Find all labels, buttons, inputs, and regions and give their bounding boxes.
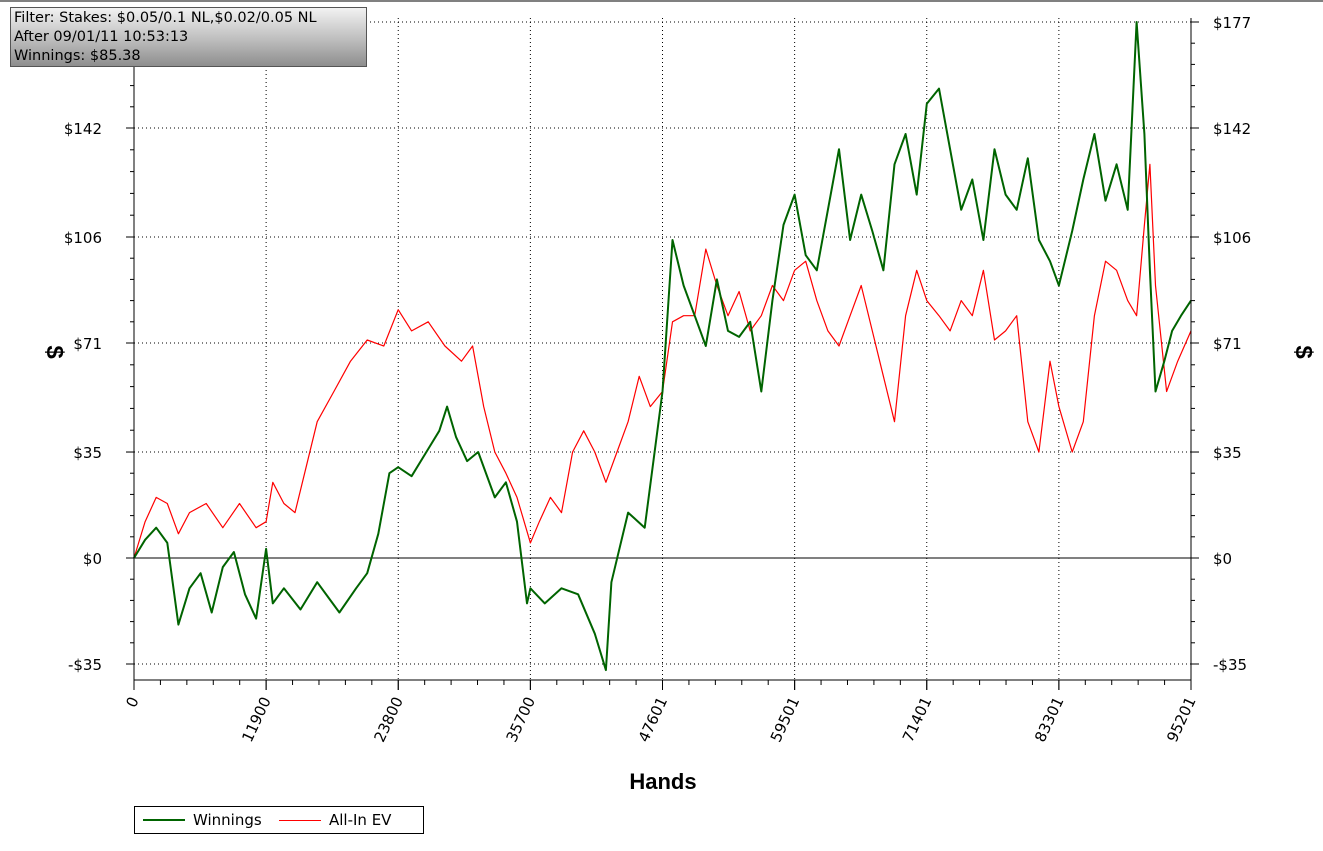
x-tick-label: 47601 xyxy=(635,694,671,745)
grid-lines xyxy=(134,18,1191,680)
x-tick-label: 71401 xyxy=(899,694,935,745)
y-tick-label-left: $142 xyxy=(64,120,102,138)
y-tick-label-right: $35 xyxy=(1213,444,1242,462)
y-tick-label-right: $106 xyxy=(1213,229,1251,247)
legend-item-winnings: Winnings xyxy=(143,811,262,829)
legend-label-winnings: Winnings xyxy=(193,811,262,829)
filter-date-text: After 09/01/11 10:53:13 xyxy=(14,29,189,45)
y-tick-label-right: $0 xyxy=(1213,550,1232,568)
legend-swatch-allin-ev xyxy=(279,819,321,821)
x-tick-label: 59501 xyxy=(767,694,803,745)
y-tick-label-right: -$35 xyxy=(1213,656,1247,674)
chart-legend: Winnings All-In EV xyxy=(134,806,424,834)
y-axis-label-left: $ xyxy=(41,345,68,359)
filter-winnings-text: Winnings: $85.38 xyxy=(14,48,141,64)
y-tick-label-left: -$35 xyxy=(68,656,102,674)
y-tick-label-right: $71 xyxy=(1213,335,1242,353)
series-winnings-line xyxy=(133,21,1192,672)
legend-item-allin-ev: All-In EV xyxy=(279,811,391,829)
series-layer xyxy=(133,21,1192,672)
y-tick-label-left: $35 xyxy=(73,444,102,462)
y-axis-label-right: $ xyxy=(1290,345,1317,359)
axes: -$35 -$35 $0 $0 $35 $35 $71 $71 $106 $106 $142 $142… xyxy=(64,14,1251,745)
x-tick-label: 11900 xyxy=(238,694,274,745)
series-allin-ev-line xyxy=(133,163,1192,559)
y-tick-label-left: $0 xyxy=(83,550,102,568)
legend-swatch-winnings xyxy=(143,819,185,821)
x-tick-label: 23800 xyxy=(370,694,406,745)
y-tick-label-left: $106 xyxy=(64,229,102,247)
y-tick-label-right: $177 xyxy=(1213,14,1251,32)
x-axis-label: Hands xyxy=(629,769,696,794)
filter-stakes-text: Filter: Stakes: $0.05/0.1 NL,$0.02/0.05 … xyxy=(14,10,317,26)
y-tick-label-right: $142 xyxy=(1213,120,1251,138)
x-tick-label: 0 xyxy=(122,694,142,710)
y-tick-label-left: $71 xyxy=(73,335,102,353)
filter-info-box: Filter: Stakes: $0.05/0.1 NL,$0.02/0.05 … xyxy=(10,7,367,67)
x-tick-label: 83301 xyxy=(1031,694,1067,745)
x-tick-label: 35700 xyxy=(503,694,539,745)
legend-label-allin-ev: All-In EV xyxy=(329,811,392,829)
x-tick-label: 95201 xyxy=(1163,694,1199,745)
